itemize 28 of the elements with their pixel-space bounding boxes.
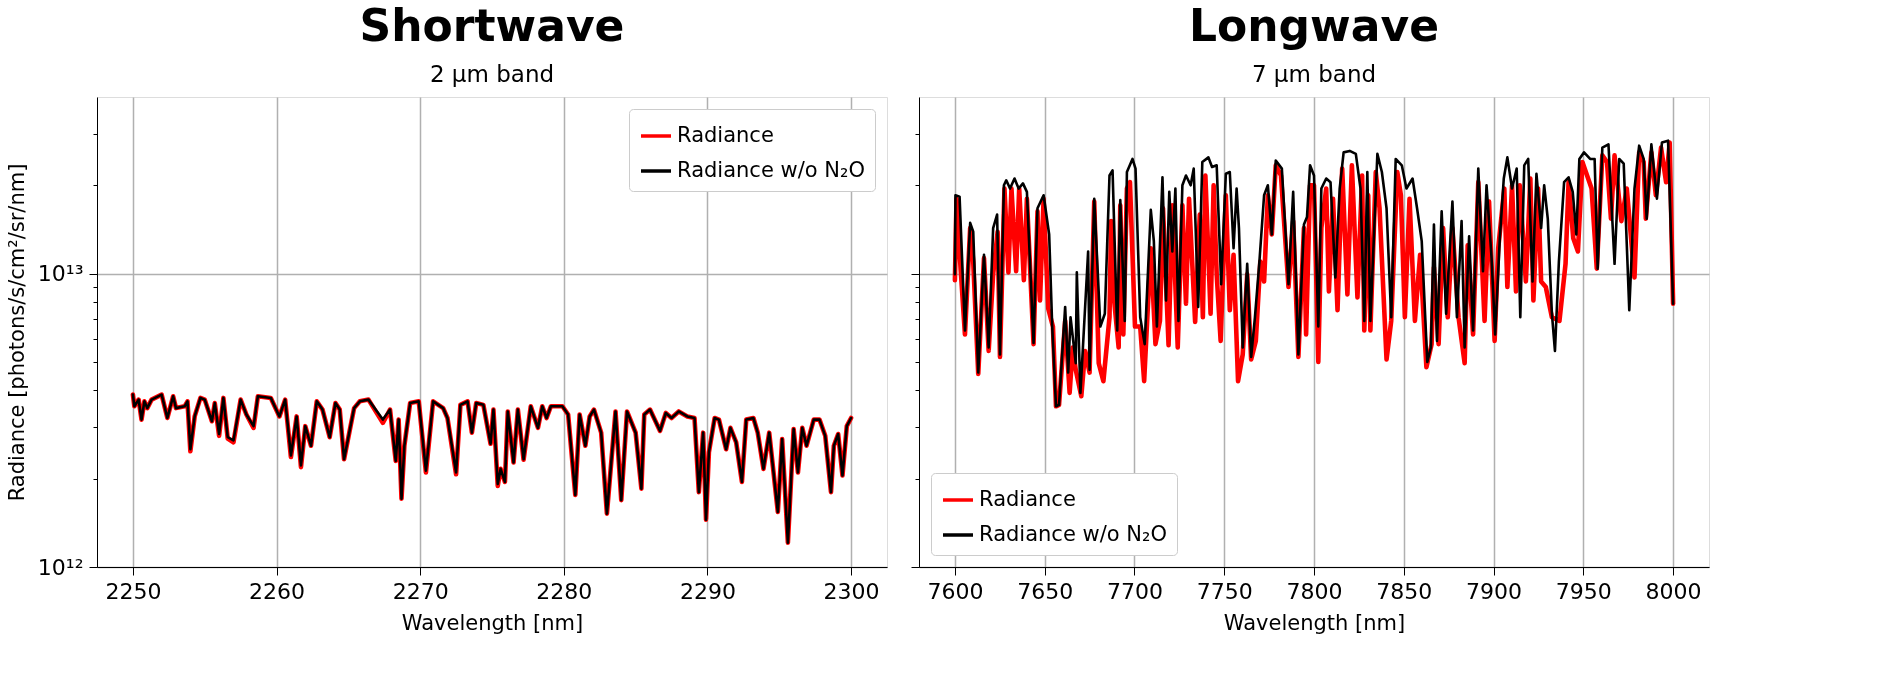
x-axis-title: Wavelength [nm] <box>1223 610 1406 635</box>
legend-label: Radiance w/o N₂O <box>677 158 865 182</box>
x-tick-label: 8000 <box>1645 578 1702 604</box>
x-tick-label: 2250 <box>105 578 162 604</box>
x-tick-label: 2300 <box>823 578 880 604</box>
x-tick-label: 7600 <box>927 578 984 604</box>
x-tick-label: 7850 <box>1376 578 1433 604</box>
x-tick-label: 7900 <box>1466 578 1523 604</box>
x-tick-label: 2280 <box>536 578 593 604</box>
chart-title: Longwave <box>1189 0 1439 51</box>
legend-label: Radiance w/o N₂O <box>979 522 1167 546</box>
x-tick-label: 7950 <box>1555 578 1612 604</box>
legend-label: Radiance <box>677 123 774 147</box>
x-tick-label: 2260 <box>249 578 306 604</box>
y-tick-label: 10¹³ <box>37 261 84 287</box>
x-axis-title: Wavelength [nm] <box>401 610 584 635</box>
x-tick-label: 7650 <box>1017 578 1074 604</box>
x-tick-label: 7700 <box>1106 578 1163 604</box>
legend-label: Radiance <box>979 487 1076 511</box>
chart-subtitle: 2 μm band <box>429 61 555 87</box>
y-tick-label: 10¹² <box>37 554 84 580</box>
x-tick-label: 2290 <box>679 578 736 604</box>
x-tick-label: 7800 <box>1286 578 1343 604</box>
x-tick-label: 7750 <box>1196 578 1253 604</box>
chart-title: Shortwave <box>359 0 625 51</box>
y-axis-title: Radiance [photons/s/cm²/sr/nm] <box>4 163 29 502</box>
chart-subtitle: 7 μm band <box>1251 61 1377 87</box>
x-tick-label: 2270 <box>392 578 449 604</box>
